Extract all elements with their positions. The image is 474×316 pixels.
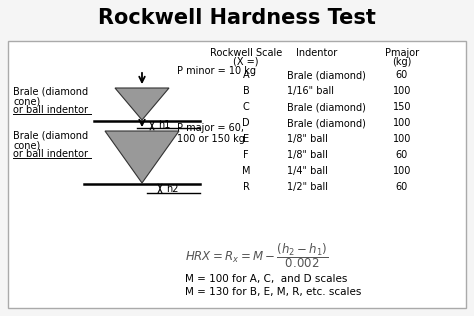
Text: cone): cone) (13, 140, 40, 150)
Text: Rockwell Hardness Test: Rockwell Hardness Test (98, 8, 376, 28)
Text: or ball indentor: or ball indentor (13, 105, 88, 115)
Text: 150: 150 (393, 102, 411, 112)
Text: Rockwell Scale: Rockwell Scale (210, 48, 282, 58)
Text: 60: 60 (396, 70, 408, 80)
Text: P minor = 10 kg: P minor = 10 kg (177, 66, 256, 76)
Text: h2: h2 (166, 184, 179, 193)
Bar (8, 41, 466, 308)
Text: 1/2" ball: 1/2" ball (287, 182, 328, 192)
Text: 100: 100 (393, 166, 411, 176)
Text: Brale (diamond): Brale (diamond) (287, 102, 366, 112)
Text: Brale (diamond): Brale (diamond) (287, 118, 366, 128)
Text: 1/4" ball: 1/4" ball (287, 166, 328, 176)
Text: Pmajor: Pmajor (385, 48, 419, 58)
Text: (X =): (X =) (233, 57, 259, 67)
Text: C: C (243, 102, 249, 112)
Text: 1/8" ball: 1/8" ball (287, 150, 328, 160)
Text: 100: 100 (393, 118, 411, 128)
Text: or ball indentor: or ball indentor (13, 149, 88, 159)
Text: M = 130 for B, E, M, R, etc. scales: M = 130 for B, E, M, R, etc. scales (185, 287, 361, 297)
Text: 60: 60 (396, 150, 408, 160)
Text: h1: h1 (158, 119, 170, 130)
Text: Brale (diamond): Brale (diamond) (287, 70, 366, 80)
Text: 100: 100 (393, 134, 411, 144)
Text: M: M (242, 166, 250, 176)
Text: 1/16" ball: 1/16" ball (287, 86, 334, 96)
Text: D: D (242, 118, 250, 128)
Text: R: R (243, 182, 249, 192)
Text: (kg): (kg) (392, 57, 412, 67)
Text: F: F (243, 150, 249, 160)
Text: cone): cone) (13, 96, 40, 106)
Text: M = 100 for A, C,  and D scales: M = 100 for A, C, and D scales (185, 274, 347, 284)
Text: E: E (243, 134, 249, 144)
Text: A: A (243, 70, 249, 80)
Text: $\mathit{HRX} = \mathit{R}_x = \mathit{M} - \dfrac{(\mathit{h}_2 - \mathit{h}_1): $\mathit{HRX} = \mathit{R}_x = \mathit{M… (185, 241, 328, 270)
Text: B: B (243, 86, 249, 96)
Text: 1/8" ball: 1/8" ball (287, 134, 328, 144)
Text: 100 or 150 kg: 100 or 150 kg (177, 134, 245, 144)
Text: 100: 100 (393, 86, 411, 96)
Polygon shape (105, 131, 179, 183)
Text: Indentor: Indentor (296, 48, 337, 58)
Text: P major = 60,: P major = 60, (177, 123, 244, 133)
Text: 60: 60 (396, 182, 408, 192)
Text: Brale (diamond: Brale (diamond (13, 131, 88, 141)
Polygon shape (115, 88, 169, 120)
Text: Brale (diamond: Brale (diamond (13, 87, 88, 97)
